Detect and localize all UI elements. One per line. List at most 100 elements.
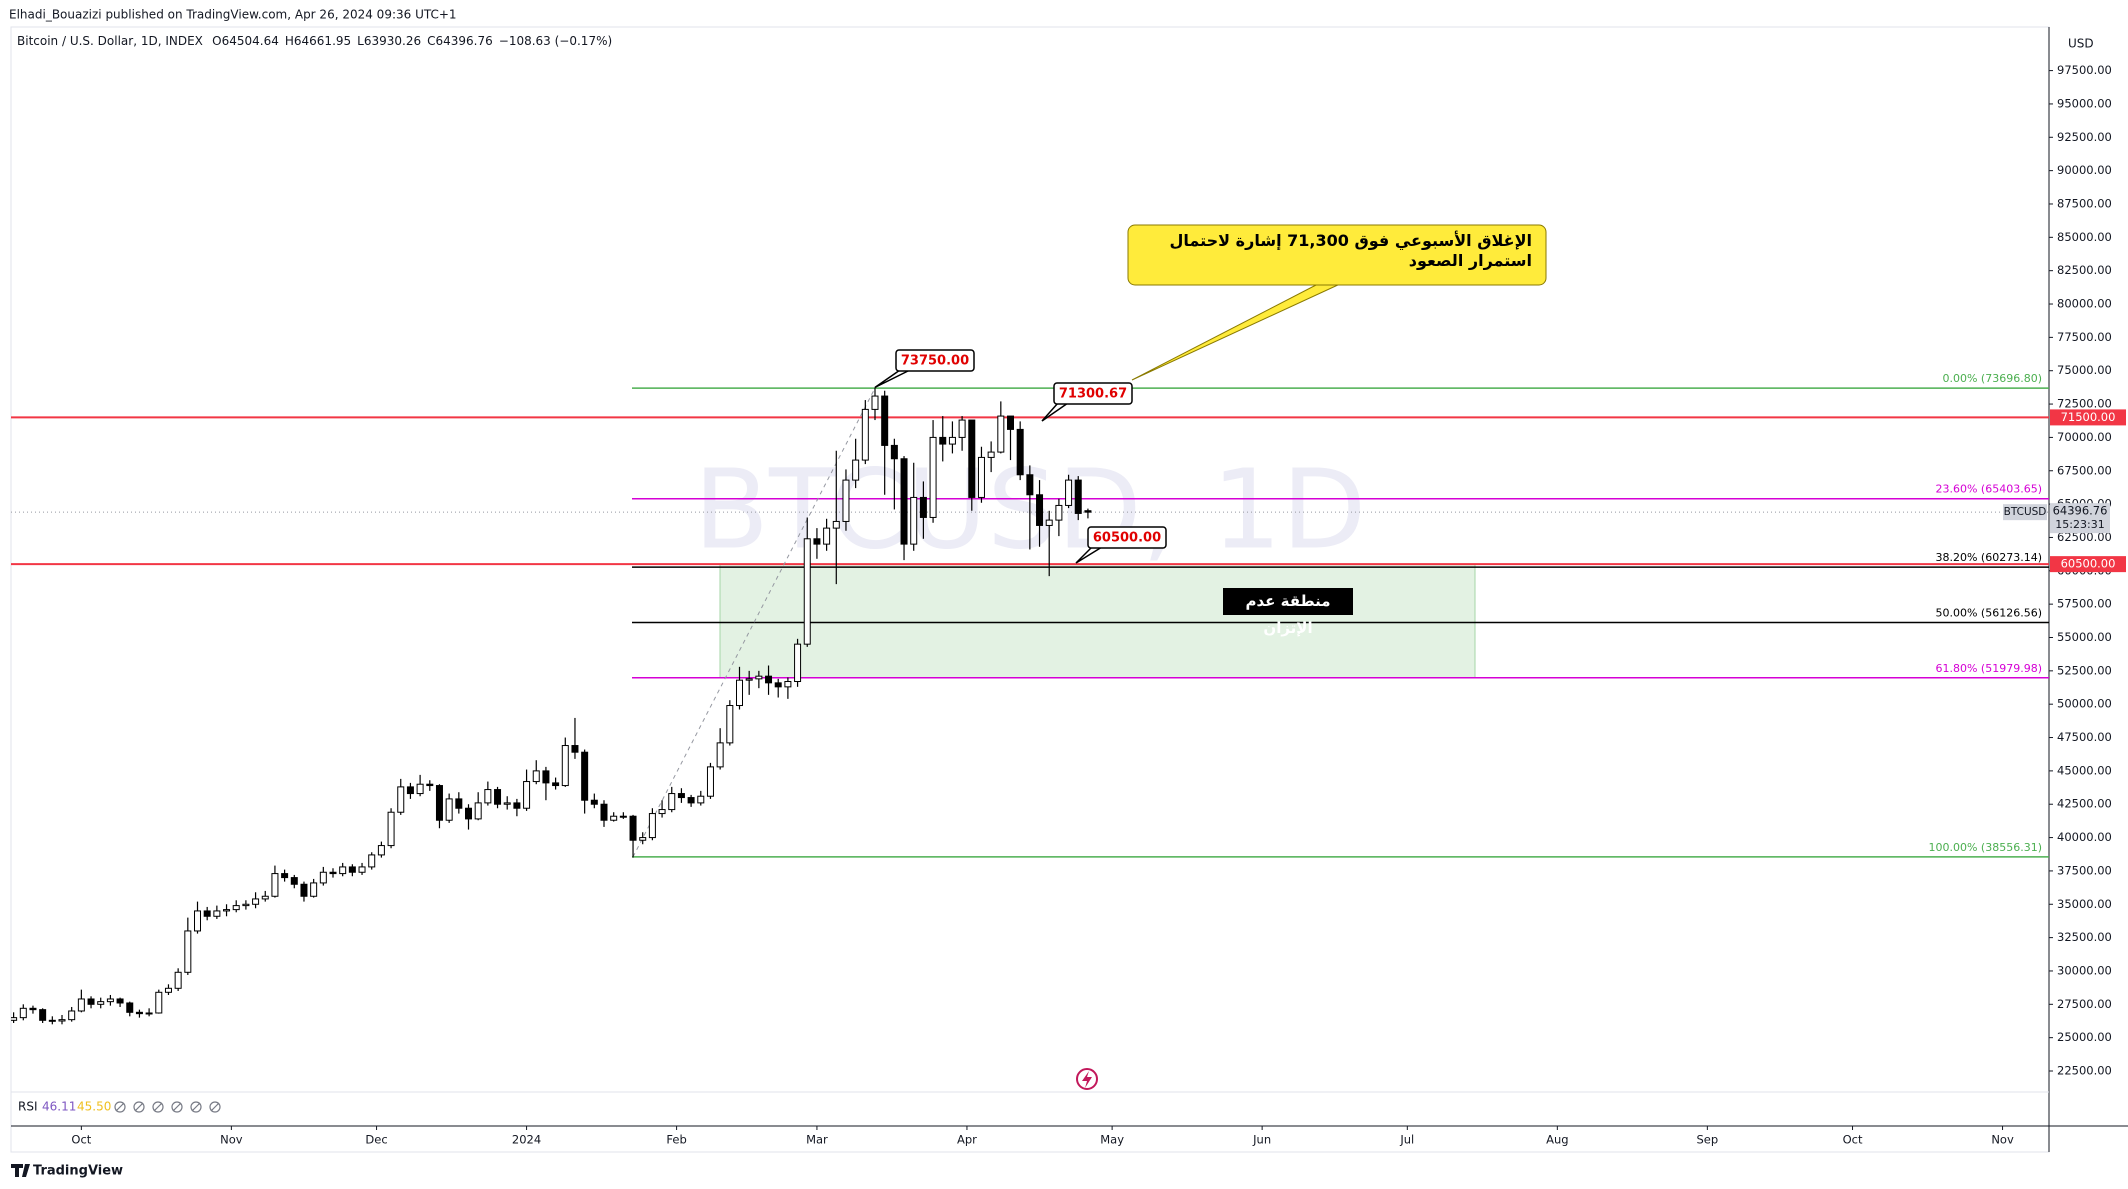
y-tick-label: 35000.00 xyxy=(2057,897,2112,911)
candle-body xyxy=(19,1007,27,1019)
level-axis-box xyxy=(2050,556,2126,573)
y-tick-label: 77500.00 xyxy=(2057,330,2112,344)
candle-body xyxy=(310,882,318,897)
rsi-icon-slash xyxy=(191,1102,201,1112)
candle-body xyxy=(726,705,734,744)
candle-body xyxy=(1065,479,1073,506)
x-tick-label: Nov xyxy=(1991,1133,2014,1147)
candle-body xyxy=(484,789,492,804)
candle-body xyxy=(406,786,414,795)
candle-body xyxy=(1016,428,1024,476)
x-tick-label: Oct xyxy=(71,1133,91,1147)
rsi-value: 46.11 xyxy=(42,1100,76,1114)
y-tick-label: 57500.00 xyxy=(2057,597,2112,611)
note-box xyxy=(1127,224,1547,286)
fib-label: 38.20% (60273.14) xyxy=(1935,551,2042,564)
candle-body xyxy=(126,1002,134,1013)
candle-body xyxy=(97,1001,105,1005)
y-tick-label: 80000.00 xyxy=(2057,297,2112,311)
y-tick-label: 92500.00 xyxy=(2057,130,2112,144)
candle-body xyxy=(1074,479,1082,514)
candle-body xyxy=(48,1019,56,1022)
rsi-icon-slash xyxy=(134,1102,144,1112)
x-tick-label: Dec xyxy=(365,1133,387,1147)
legend-symbol: Bitcoin / U.S. Dollar, 1D, INDEX xyxy=(17,34,203,48)
candle-body xyxy=(232,905,240,911)
callout-label: 71300.67 xyxy=(1059,387,1127,402)
level-axis-label: 71500.00 xyxy=(2061,410,2116,424)
candle-body xyxy=(552,782,560,787)
y-tick-label: 45000.00 xyxy=(2057,763,2112,777)
candle-body xyxy=(445,798,453,821)
candle-body xyxy=(803,538,811,645)
y-tick-label: 85000.00 xyxy=(2057,230,2112,244)
candle-body xyxy=(329,871,337,875)
lightning-icon xyxy=(1076,1068,1098,1090)
x-tick-label: Jun xyxy=(1252,1133,1271,1147)
symbol-box xyxy=(2003,504,2047,521)
candle-body xyxy=(174,971,182,989)
y-tick-label: 22500.00 xyxy=(2057,1064,2112,1078)
note-pointer xyxy=(1131,283,1341,381)
legend-value: 64504.64 xyxy=(222,34,279,48)
candle-body xyxy=(155,991,163,1014)
x-tick-label: Aug xyxy=(1546,1133,1568,1147)
candle-body xyxy=(890,444,898,460)
candle-body xyxy=(474,802,482,820)
candle-body xyxy=(987,451,995,458)
plot-area: BTCUSD, 1DBitcoin / U.S. Dollar0.00% (73… xyxy=(11,372,2049,1025)
candle-body xyxy=(513,802,521,809)
candle-body xyxy=(416,783,424,795)
candle-body xyxy=(348,866,356,873)
candle-body xyxy=(687,797,695,804)
y-tick-label: 47500.00 xyxy=(2057,730,2112,744)
candle-body xyxy=(910,496,918,545)
y-tick-label: 27500.00 xyxy=(2057,997,2112,1011)
candle-body xyxy=(755,675,763,680)
candle-body xyxy=(242,903,250,907)
fib-label: 61.80% (51979.98) xyxy=(1935,662,2042,675)
candle-body xyxy=(823,527,831,545)
symbol-label: BTCUSD xyxy=(2004,506,2047,518)
legend: Bitcoin / U.S. Dollar, 1D, INDEX O64504.6… xyxy=(17,34,612,48)
candle-body xyxy=(465,807,473,820)
candle-body xyxy=(639,837,647,841)
candle-body xyxy=(1045,519,1053,526)
y-tick-label: 62500.00 xyxy=(2057,530,2112,544)
callout-box xyxy=(1087,526,1167,549)
candle-body xyxy=(736,679,744,707)
candle-body xyxy=(455,798,463,809)
currency: USD xyxy=(2068,37,2094,51)
callout-box xyxy=(895,349,975,372)
last-price-box xyxy=(2050,503,2110,534)
y-tick-label: 50000.00 xyxy=(2057,697,2112,711)
candle-body xyxy=(319,871,327,884)
candle-body xyxy=(77,998,85,1012)
x-tick-label: Mar xyxy=(806,1133,828,1147)
x-tick-label: 2024 xyxy=(512,1133,541,1147)
y-tick-label: 75000.00 xyxy=(2057,363,2112,377)
fib-label: 100.00% (38556.31) xyxy=(1928,841,2042,854)
y-tick-label: 40000.00 xyxy=(2057,830,2112,844)
candle-body xyxy=(213,910,221,917)
x-tick-label: Jul xyxy=(1399,1133,1414,1147)
fib-label: 50.00% (56126.56) xyxy=(1935,606,2042,619)
candle-body xyxy=(1006,415,1014,430)
legend-value: 64396.76 xyxy=(436,34,493,48)
rsi-icon xyxy=(114,1101,126,1113)
candle-body xyxy=(929,436,937,518)
candle-body xyxy=(1055,504,1063,521)
candle-body xyxy=(581,751,589,801)
candle-body xyxy=(629,815,637,841)
imbalance-zone xyxy=(719,563,1476,679)
callout-box xyxy=(1053,382,1133,405)
legend-key: C xyxy=(427,34,435,48)
x-tick-label: May xyxy=(1100,1133,1124,1147)
candle-body xyxy=(252,898,260,905)
candle-body xyxy=(745,678,753,681)
candle-body xyxy=(1084,510,1092,513)
candle-body xyxy=(668,793,676,811)
rsi-icon-slash xyxy=(172,1102,182,1112)
y-tick-label: 82500.00 xyxy=(2057,263,2112,277)
